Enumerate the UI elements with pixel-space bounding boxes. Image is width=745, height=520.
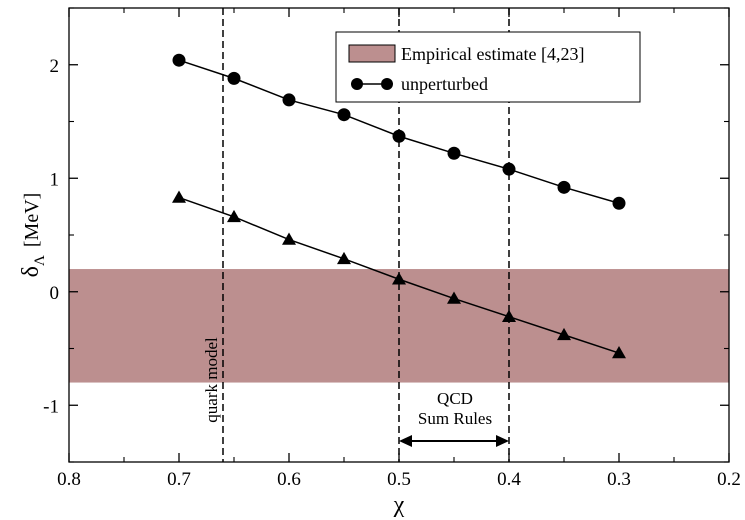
x-tick-label: 0.5 [387,469,411,490]
quark-model-annotation: quark model [202,337,221,423]
y-axis-label: δΛ [MeV] [18,193,48,278]
x-axis-label: χ [393,492,405,518]
data-point-circle [282,93,296,107]
data-point-circle [392,129,406,143]
legend-series-marker [381,78,393,90]
legend: Empirical estimate [4,23] unperturbed [335,31,641,103]
data-point-circle [557,180,571,194]
data-point-triangle [227,209,241,223]
data-point-circle [502,162,516,176]
y-tick-label: 1 [50,169,60,190]
arrow-head-left [399,435,412,447]
data-point-circle [612,196,626,210]
data-point-triangle [392,272,406,285]
arrow-head-right [496,435,509,447]
x-tick-label: 0.6 [277,469,301,490]
data-point-triangle [172,190,186,203]
data-point-circle [447,146,461,160]
y-axis-label-unit: [MeV] [21,193,43,247]
y-tick-label: 2 [50,56,60,77]
y-tick-label: 0 [50,283,60,304]
x-tick-label: 0.4 [497,469,521,490]
qcd-annotation-line1: QCD [437,389,473,408]
data-point-triangle [447,291,461,304]
legend-band-label: Empirical estimate [4,23] [401,44,584,64]
legend-band-swatch [348,44,396,63]
legend-series-label: unperturbed [401,74,488,94]
x-tick-label: 0.2 [717,469,741,490]
y-tick-label: -1 [43,396,59,417]
data-point-triangle [282,232,296,245]
legend-box [335,31,641,103]
series-layer [172,53,626,359]
x-tick-label: 0.8 [57,469,81,490]
qcd-annotation-line2: Sum Rules [418,409,492,428]
qcd-range-arrow [399,435,509,447]
data-point-triangle [502,309,516,322]
data-point-triangle [612,346,626,359]
vertical-lines-layer [222,8,510,462]
data-point-triangle [557,327,571,341]
y-axis-label-sub: Λ [32,255,48,266]
data-point-circle [337,108,351,122]
legend-series-marker [351,78,363,90]
y-axis-label-main: δ [18,266,44,277]
ticks-layer: 0.8 0.7 0.6 0.5 0.4 0.3 0.2 -1 0 1 2 [43,7,741,490]
data-point-triangle [337,251,351,265]
svg-text:δΛ[MeV]: δΛ [MeV] [18,193,48,278]
data-point-circle [172,53,186,67]
data-point-circle [227,71,241,85]
x-tick-label: 0.3 [607,469,631,490]
x-tick-label: 0.7 [167,469,191,490]
